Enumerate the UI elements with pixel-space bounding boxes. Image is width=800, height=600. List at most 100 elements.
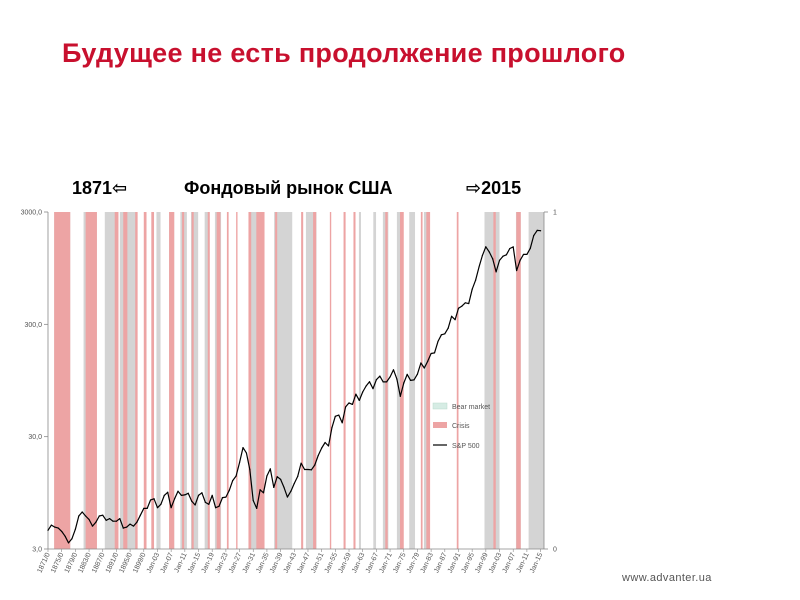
crisis-band bbox=[516, 212, 521, 549]
sp500-point bbox=[252, 499, 254, 502]
sp500-point bbox=[67, 542, 70, 544]
crisis-band bbox=[151, 212, 155, 549]
sp500-point bbox=[221, 497, 224, 499]
sp500-point bbox=[262, 492, 265, 494]
sp500-point bbox=[273, 486, 275, 489]
sp500-point bbox=[516, 269, 518, 272]
sp500-point bbox=[423, 367, 425, 369]
sp500-point bbox=[334, 415, 336, 417]
sp500-point bbox=[471, 288, 473, 290]
crisis-band bbox=[226, 212, 229, 549]
bear-market-band bbox=[358, 212, 361, 549]
crisis-band bbox=[301, 212, 304, 549]
sp500-point bbox=[416, 373, 419, 375]
sp500-point bbox=[358, 399, 360, 401]
sp500-point bbox=[351, 403, 354, 406]
sp500-point bbox=[324, 441, 326, 444]
bear-market-band bbox=[484, 212, 500, 549]
sp500-point bbox=[345, 406, 347, 408]
sp500-point bbox=[386, 381, 388, 383]
crisis-band bbox=[456, 212, 459, 549]
crisis-band bbox=[329, 212, 332, 549]
y-tick-label: 3,0 bbox=[32, 547, 42, 554]
sp500-point bbox=[368, 381, 371, 383]
sp500-point bbox=[208, 503, 210, 505]
sp500-point bbox=[509, 247, 511, 250]
sp500-point bbox=[197, 494, 200, 497]
sp500-point bbox=[180, 494, 183, 497]
sp500-point bbox=[451, 315, 453, 317]
sp500-point bbox=[362, 391, 364, 393]
crisis-band bbox=[123, 212, 128, 549]
sp500-point bbox=[74, 528, 76, 530]
sp500-point bbox=[218, 505, 220, 507]
sp500-point bbox=[420, 362, 422, 364]
crisis-band bbox=[54, 212, 71, 549]
sp500-point bbox=[331, 427, 333, 429]
sp500-point bbox=[112, 520, 114, 522]
sp500-point bbox=[242, 446, 244, 449]
sp500-point bbox=[187, 492, 189, 494]
sp500-point bbox=[355, 393, 357, 395]
sp500-point bbox=[184, 494, 186, 496]
sp500-point bbox=[126, 526, 128, 528]
legend-label-crisis: Crisis bbox=[452, 423, 470, 430]
sp500-point bbox=[266, 475, 268, 477]
legend-swatch-crisis bbox=[433, 422, 447, 428]
sp500-point bbox=[259, 489, 261, 491]
sp500-point bbox=[457, 307, 460, 309]
crisis-band bbox=[85, 212, 97, 549]
slide-title: Будущее не есть продолжение прошлого bbox=[62, 38, 626, 68]
sp500-point bbox=[392, 369, 395, 371]
sp500-point bbox=[290, 490, 292, 492]
sp500-point bbox=[78, 515, 80, 517]
sp500-point bbox=[297, 475, 299, 477]
chart-header-start-year: 1871⇦ bbox=[72, 178, 128, 198]
bear-market-band bbox=[373, 212, 377, 549]
sp500-point bbox=[536, 229, 538, 231]
bear-market-band bbox=[305, 212, 317, 549]
sp500-point bbox=[245, 452, 247, 454]
sp500-point bbox=[105, 519, 107, 521]
crisis-band bbox=[343, 212, 346, 549]
x-tick-label: Jan-15 bbox=[529, 552, 544, 574]
chart-bands bbox=[54, 212, 544, 549]
footer-url: www.advanter.ua bbox=[622, 572, 712, 584]
sp500-point bbox=[447, 327, 449, 329]
sp500-point bbox=[522, 253, 525, 256]
sp500-point bbox=[406, 373, 408, 376]
sp500-point bbox=[481, 254, 484, 257]
sp500-point bbox=[167, 491, 169, 493]
crisis-band bbox=[256, 212, 265, 549]
sp500-chart: 3,030,0300,03000,0011871/01875/01879/018… bbox=[21, 210, 557, 575]
sp500-point bbox=[488, 251, 490, 253]
sp500-point bbox=[375, 379, 377, 381]
sp500-point bbox=[81, 511, 83, 513]
crisis-band bbox=[135, 212, 138, 549]
sp500-point bbox=[478, 266, 480, 268]
sp500-point bbox=[348, 402, 350, 404]
crisis-band bbox=[216, 212, 221, 549]
sp500-point bbox=[409, 379, 412, 381]
sp500-point bbox=[132, 525, 135, 527]
sp500-point bbox=[300, 462, 302, 464]
sp500-point bbox=[403, 382, 405, 384]
sp500-point bbox=[519, 259, 521, 261]
crisis-band bbox=[248, 212, 252, 549]
chart-series bbox=[47, 229, 542, 544]
sp500-point bbox=[495, 271, 497, 273]
bear-market-band bbox=[204, 212, 209, 549]
sp500-point bbox=[150, 499, 152, 501]
bear-market-band bbox=[528, 212, 544, 549]
legend-swatch-bear bbox=[432, 402, 448, 410]
sp500-point bbox=[256, 507, 258, 509]
sp500-point bbox=[269, 468, 271, 470]
crisis-band bbox=[313, 212, 317, 549]
sp500-point bbox=[461, 305, 463, 307]
bear-market-band bbox=[156, 212, 161, 549]
y2-tick-label: 1 bbox=[553, 210, 557, 217]
sp500-point bbox=[372, 388, 374, 390]
y-tick-label: 3000,0 bbox=[21, 210, 43, 217]
sp500-point bbox=[156, 507, 159, 509]
y-tick-label: 300,0 bbox=[24, 322, 42, 329]
